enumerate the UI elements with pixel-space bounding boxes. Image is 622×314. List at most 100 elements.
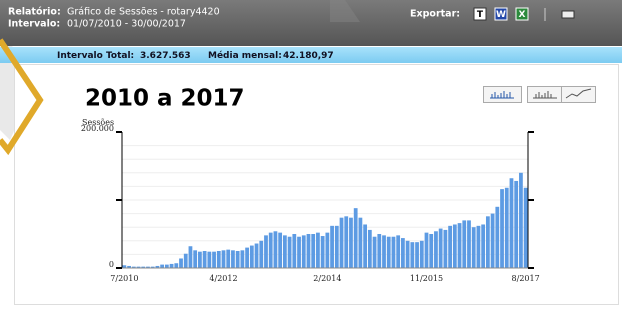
bar [236,251,240,268]
x-tick-label: 4/2012 [209,274,237,283]
bar [443,230,447,268]
bar [434,231,438,268]
bar [198,252,202,268]
bar [269,233,273,268]
bar [505,188,509,268]
bar [245,248,249,268]
bar [448,226,452,268]
bar [429,234,433,268]
bar [392,237,396,268]
bar [359,218,363,268]
bar [406,241,410,268]
bar [231,250,235,268]
bar [524,188,528,268]
bar [510,178,514,268]
bar [325,233,329,268]
x-tick-label: 2/2014 [313,274,341,283]
bar [467,220,471,268]
bar [250,246,254,268]
bar [165,265,169,268]
chart-type-buttons [484,87,596,103]
bar [255,244,259,268]
bar [335,226,339,268]
bar [415,242,419,268]
export-label: Exportar: [410,9,460,20]
bar [278,233,282,268]
bar [514,181,518,268]
bar [340,218,344,268]
bar [519,173,523,268]
export-x-label: X [519,10,526,20]
bar [212,252,216,268]
bar [330,226,334,268]
export-t-label: T [477,10,484,20]
bar [477,226,481,268]
bar [222,250,226,268]
y-tick-label: 0 [109,260,114,269]
bar [264,235,268,268]
bar [203,251,207,268]
avg: 42.180,97 [283,51,334,61]
bar [373,237,377,268]
bar [377,234,381,268]
bar [193,250,197,268]
print-button[interactable] [562,11,574,18]
bar [259,241,263,268]
x-tick-label: 7/2010 [110,274,138,283]
bar [274,231,278,268]
bar [500,189,504,268]
bar [292,234,296,268]
bar [368,230,372,268]
bar [387,237,391,268]
bar [240,250,244,268]
total: 3.627.563 [140,51,191,61]
bar [486,216,490,268]
bar [420,241,424,268]
bar [189,246,193,268]
bar [217,251,221,268]
bar [316,233,320,268]
page: Relatório: Gráfico de Sessões - rotary44… [0,0,622,310]
x-tick-label: 11/2015 [410,274,443,283]
bar [311,234,315,268]
interval-label: Intervalo: [8,19,60,30]
bar [354,208,358,268]
export-w-label: W [496,10,506,20]
bar [179,258,183,268]
chart-title: 2010 a 2017 [85,86,245,112]
bar [344,216,348,268]
bar [472,227,476,268]
bar [170,264,174,268]
bar [453,224,457,268]
bar [226,250,230,268]
bar [297,237,301,268]
bar-chart-button[interactable] [484,87,522,103]
bar [363,224,367,268]
bar [495,207,499,268]
report-label: Relatório: [8,7,61,18]
bar [174,263,178,268]
report-name: Gráfico de Sessões - rotary4420 [67,7,220,18]
bar [425,233,429,268]
bar [462,220,466,268]
bar [439,229,443,268]
interval: 01/07/2010 - 30/00/2017 [67,19,186,30]
y-tick-label: 200.000 [81,124,114,133]
bar [481,224,485,268]
bar [184,254,188,268]
bar [283,235,287,268]
bar [382,235,386,268]
x-tick-label: 8/2017 [512,274,540,283]
bar [458,223,462,268]
bar [321,236,325,268]
bar [302,235,306,268]
total-label: Intervalo Total: [57,51,134,61]
bar [401,238,405,268]
avg-label: Média mensal: [208,50,282,61]
bar [396,235,400,268]
bar [410,242,414,268]
bar [288,237,292,268]
bar [307,234,311,268]
bar [207,252,211,268]
bar [491,214,495,268]
